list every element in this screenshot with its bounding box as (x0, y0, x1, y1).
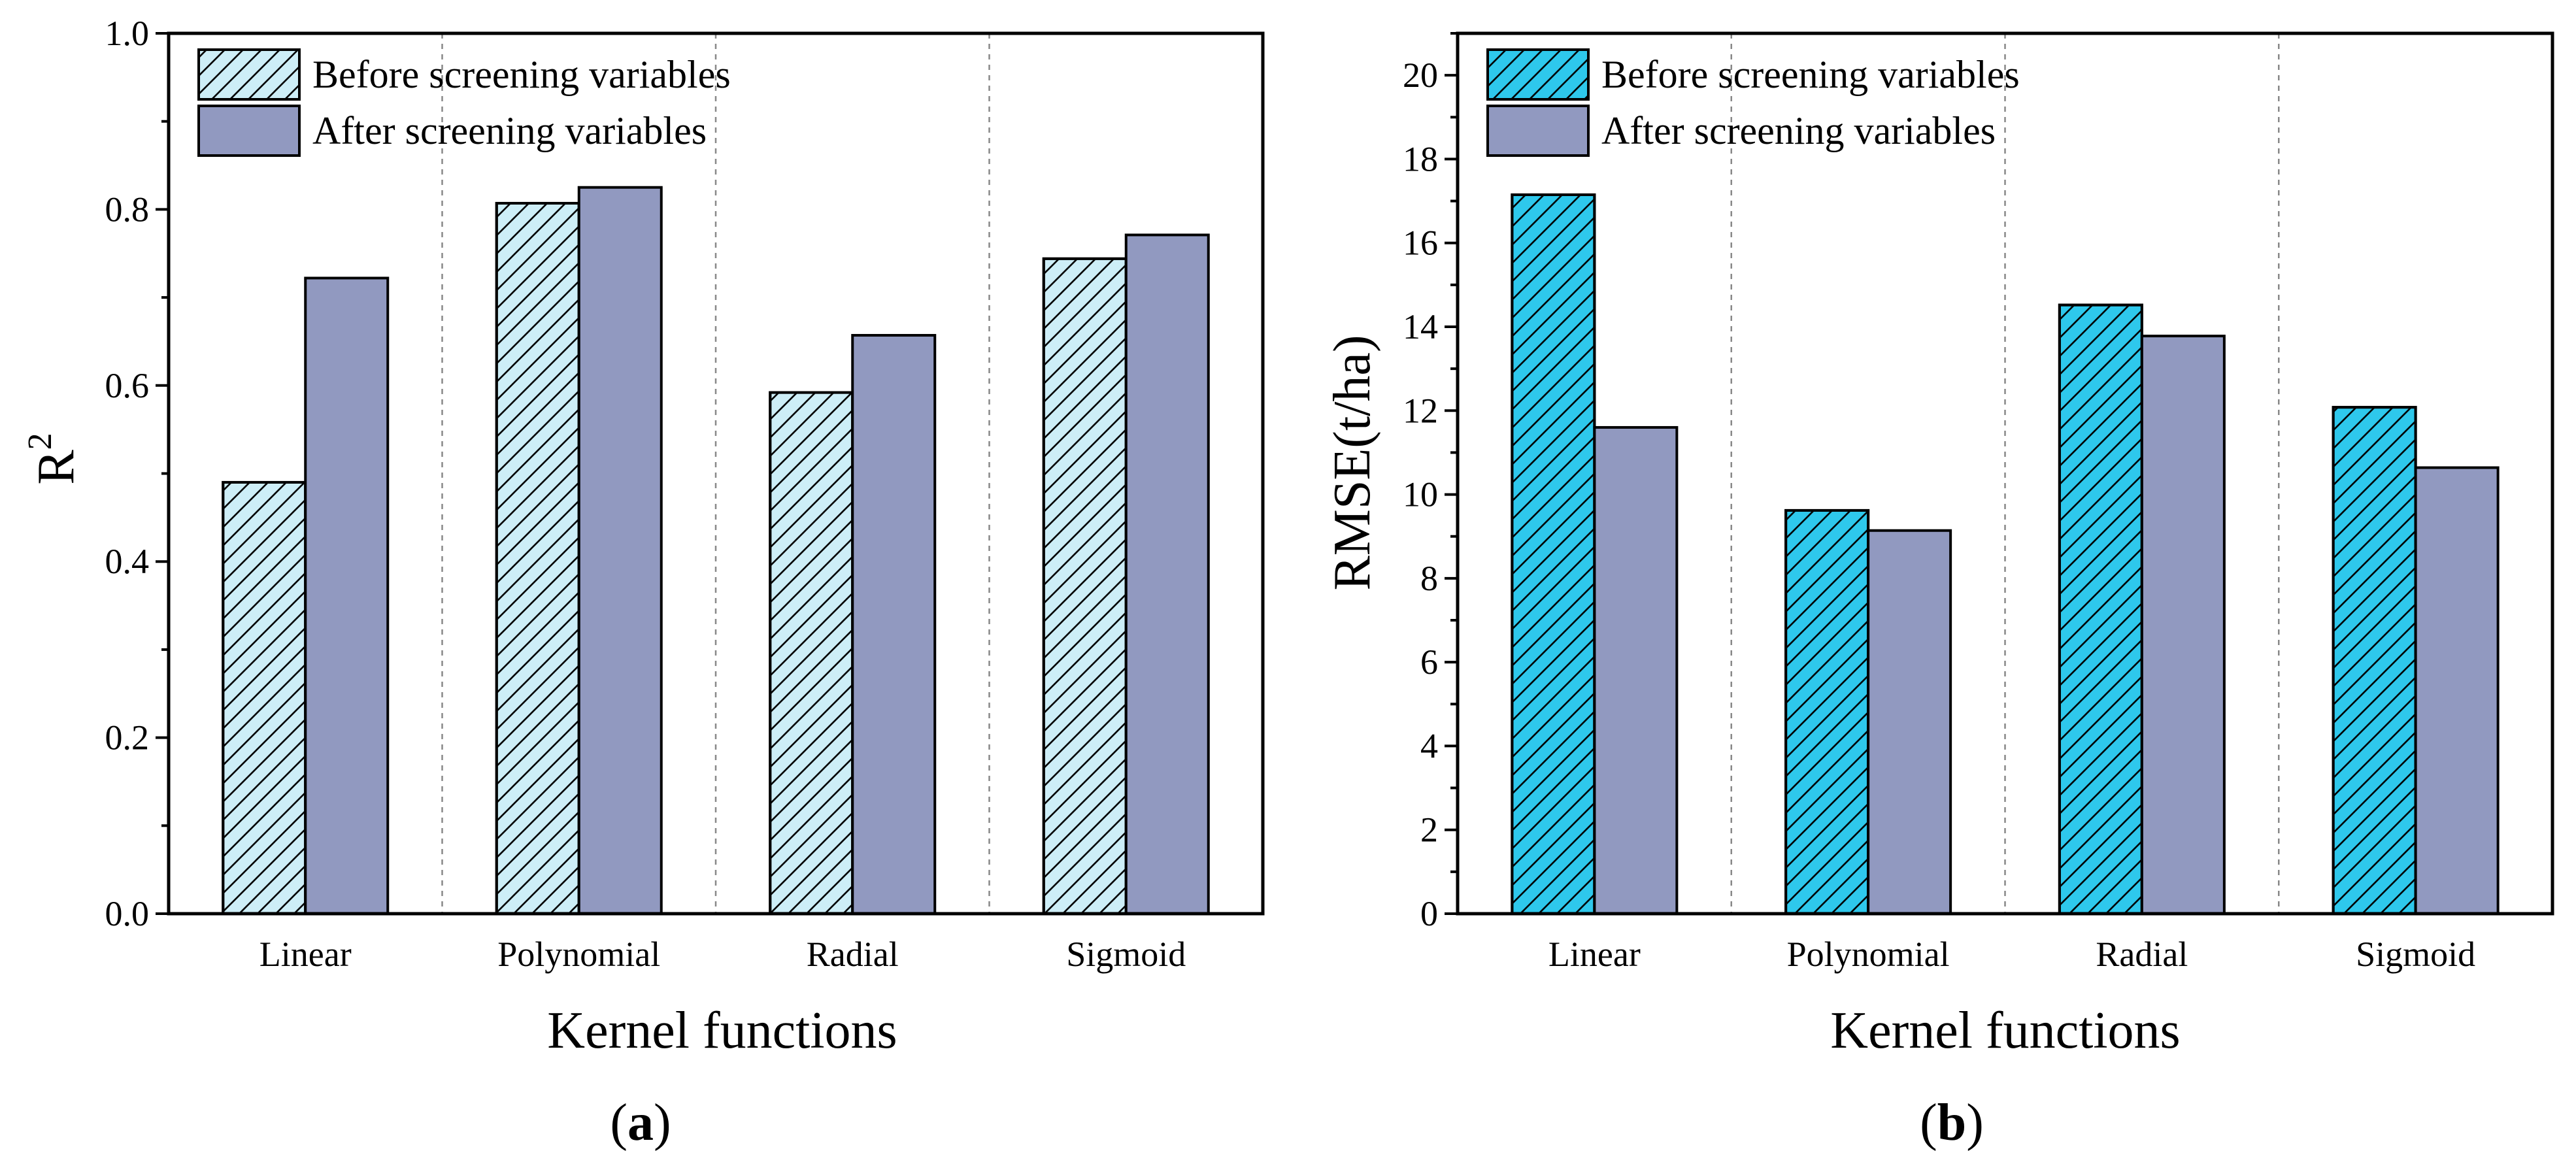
panel-b-x-tick-labels: Linear Polynomial Radial Sigmoid (1548, 935, 2475, 974)
panel-b-y-tick-labels: 0 2 4 6 8 10 12 14 16 18 20 (1403, 56, 1438, 933)
panel-b-chart: 0 2 4 6 8 10 12 14 16 18 20 Linear Polynomial Radial… (1324, 31, 2554, 1152)
panel-b-bar-hatch-before-polynomial (1784, 508, 1870, 915)
panel-a-y-tick-labels: 0.0 0.2 0.4 0.6 0.8 1.0 (105, 14, 150, 933)
panel-b-y-ticks (1445, 32, 1458, 915)
panel-b-x-tick-label: Linear (1548, 935, 1641, 974)
panel-a-x-tick-label: Polynomial (497, 935, 660, 974)
panel-b-bar-after-sigmoid (2414, 466, 2500, 915)
panel-b-y-tick-label: 2 (1420, 810, 1438, 850)
panel-a-bar-after-sigmoid (1124, 233, 1210, 915)
panel-a-y-tick-label: 0.0 (105, 894, 150, 933)
panel-b-y-tick-label: 8 (1420, 559, 1438, 598)
panel-b-y-tick-label: 16 (1403, 224, 1438, 263)
panel-b-y-tick-label: 10 (1403, 475, 1438, 514)
panel-a-chart: 0.0 0.2 0.4 0.6 0.8 1.0 Linear Polynomial Radia… (22, 14, 1265, 1152)
panel-b-legend: Before screening variables After screeni… (1486, 48, 2020, 157)
panel-b-legend-swatch-before-hatch (1486, 48, 1590, 101)
panel-b-y-tick-label: 12 (1403, 391, 1438, 430)
panel-b-bar-after-radial (2140, 335, 2226, 915)
panel-a-bar-hatch-before-sigmoid (1042, 257, 1128, 916)
panel-a-y-ticks (156, 32, 169, 915)
panel-a-x-tick-label: Sigmoid (1066, 935, 1186, 974)
panel-b-plot-frame (1456, 31, 2554, 916)
panel-b-y-tick-label: 6 (1420, 642, 1438, 682)
panel-a-legend-label-before: Before screening variables (312, 53, 731, 96)
panel-a-legend-swatch-before-hatch (197, 48, 301, 101)
panel-a-bars (222, 186, 1210, 916)
panel-b-legend-label-before: Before screening variables (1601, 53, 2020, 96)
panel-a-caption: (a) (610, 1094, 671, 1152)
panel-b-category-separators (1730, 33, 2280, 914)
panel-b-y-tick-label: 0 (1420, 894, 1438, 933)
panel-b-bars (1511, 193, 2500, 916)
panel-b-legend-swatch-after (1486, 105, 1590, 157)
panel-b-x-tick-label: Radial (2096, 935, 2188, 974)
panel-b-bar-hatch-before-linear (1511, 193, 1596, 916)
panel-a-y-tick-label: 0.4 (105, 542, 150, 581)
panel-b-x-axis-title: Kernel functions (1830, 1002, 2180, 1059)
panel-b-bar-after-linear (1593, 425, 1679, 915)
panel-a-legend-swatch-after (197, 105, 301, 157)
panel-b-bar-hatch-before-radial (2058, 303, 2143, 916)
panel-b-bar-after-polynomial (1867, 529, 1952, 915)
panel-a-bar-after-linear (304, 276, 390, 915)
panel-b-bar-hatch-before-sigmoid (2332, 406, 2417, 915)
panel-b-caption: (b) (1920, 1094, 1984, 1152)
panel-b-legend-label-after: After screening variables (1601, 109, 1996, 152)
panel-a-bar-hatch-before-polynomial (495, 201, 580, 916)
panel-a-bar-after-polynomial (577, 186, 663, 916)
panel-a-legend-label-after: After screening variables (312, 109, 707, 152)
panel-a-y-tick-label: 0.6 (105, 366, 150, 405)
panel-a-x-tick-label: Linear (259, 935, 352, 974)
panel-b-y-tick-label: 20 (1403, 56, 1438, 95)
panel-a-legend: Before screening variables After screeni… (197, 48, 731, 157)
panel-a-y-tick-label: 1.0 (105, 14, 150, 53)
panel-b-y-tick-label: 4 (1420, 726, 1438, 765)
panel-a-x-tick-label: Radial (807, 935, 899, 974)
panel-b-x-tick-label: Sigmoid (2356, 935, 2475, 974)
panel-b-y-axis-title: RMSE(t/ha) (1324, 335, 1381, 590)
panel-b-x-tick-label: Polynomial (1787, 935, 1950, 974)
panel-a-category-separators (441, 33, 990, 914)
panel-a-x-tick-labels: Linear Polynomial Radial Sigmoid (259, 935, 1186, 974)
panel-a-bar-hatch-before-linear (222, 480, 307, 915)
panel-a-bar-after-radial (851, 334, 937, 915)
panel-a-y-axis-title: R2 (22, 433, 85, 484)
panel-a-bar-hatch-before-radial (769, 391, 854, 915)
panel-b-y-tick-label: 18 (1403, 139, 1438, 178)
panel-a-x-axis-title: Kernel functions (547, 1002, 897, 1059)
panel-b-y-tick-label: 14 (1403, 307, 1438, 346)
panel-a-y-tick-label: 0.8 (105, 190, 150, 229)
panel-a-y-tick-label: 0.2 (105, 718, 150, 757)
